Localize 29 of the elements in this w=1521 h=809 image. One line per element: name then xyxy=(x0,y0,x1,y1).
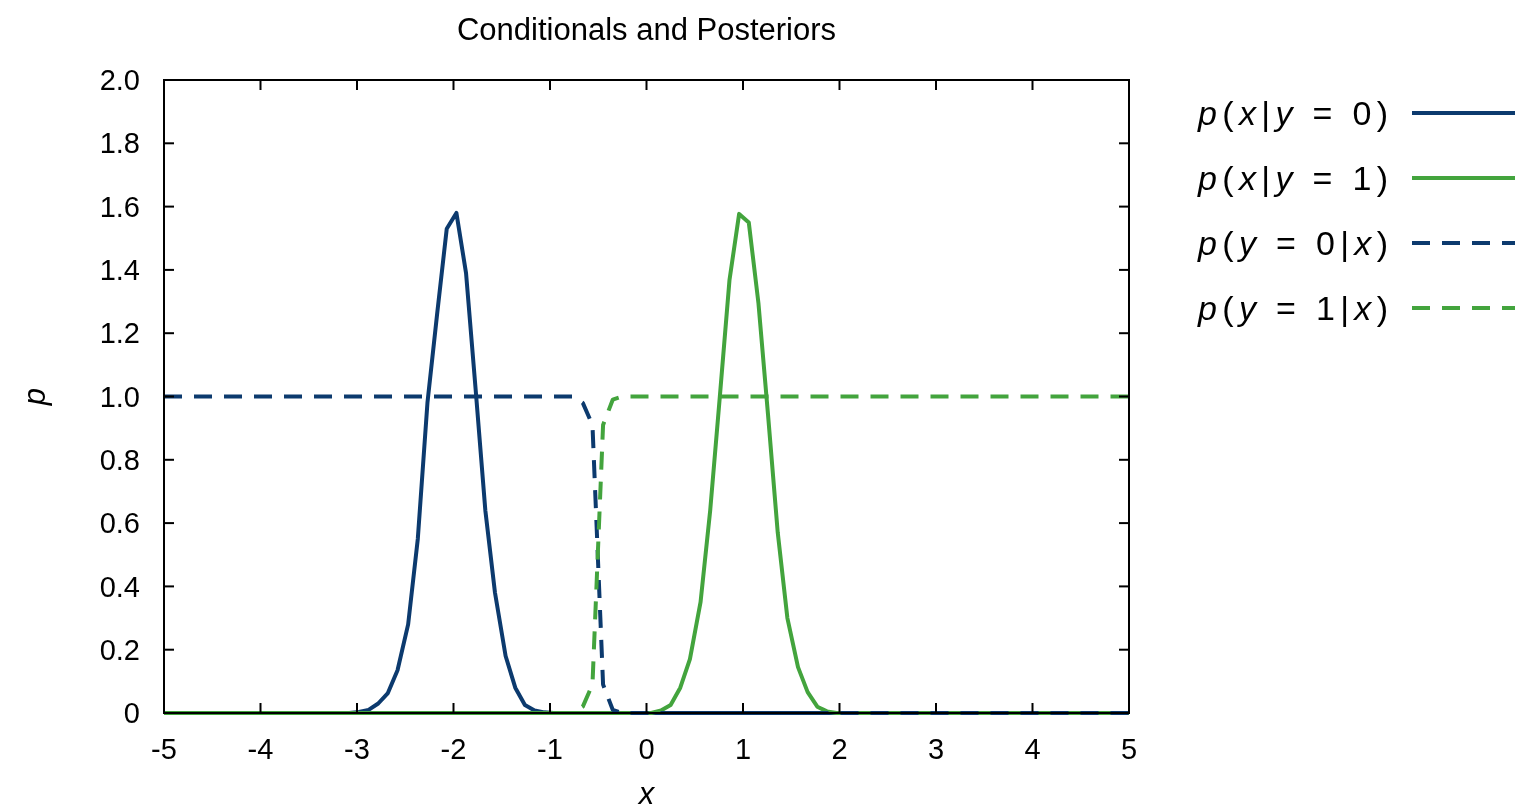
y-tick-label: 0 xyxy=(123,697,140,730)
y-tick-label: 1.2 xyxy=(99,317,140,350)
x-tick-label: -3 xyxy=(344,733,370,765)
x-tick-label: -5 xyxy=(151,733,177,765)
x-tick-label: -2 xyxy=(440,733,467,765)
x-tick-label: 0 xyxy=(638,733,655,765)
x-axis-title: x xyxy=(636,776,656,809)
legend-label: p(x|y = 0) xyxy=(1197,93,1388,132)
y-tick-label: 0.8 xyxy=(99,443,140,476)
chart-title: Conditionals and Posteriors xyxy=(456,12,837,47)
x-tick-label: 4 xyxy=(1024,733,1041,765)
legend-label: p(y = 0|x) xyxy=(1197,223,1388,262)
x-tick-label: -1 xyxy=(537,733,563,765)
y-tick-label: 1.4 xyxy=(99,254,140,287)
y-tick-label: 0.6 xyxy=(99,507,140,540)
legend-label: p(y = 1|x) xyxy=(1197,288,1388,327)
x-tick-label: 5 xyxy=(1120,733,1138,765)
y-tick-label: 2.0 xyxy=(99,64,140,97)
y-tick-label: 1.0 xyxy=(99,380,140,413)
x-tick-label: 1 xyxy=(734,733,752,765)
x-tick-label: 3 xyxy=(927,733,945,765)
y-tick-label: 0.4 xyxy=(99,570,140,603)
x-tick-label: 2 xyxy=(831,733,848,765)
y-tick-label: 1.6 xyxy=(99,190,140,223)
y-tick-label: 0.2 xyxy=(99,633,140,666)
y-axis-title: p xyxy=(17,387,52,407)
y-tick-label: 1.8 xyxy=(99,127,140,160)
x-tick-label: -4 xyxy=(247,733,274,765)
legend-label: p(x|y = 1) xyxy=(1197,158,1388,197)
